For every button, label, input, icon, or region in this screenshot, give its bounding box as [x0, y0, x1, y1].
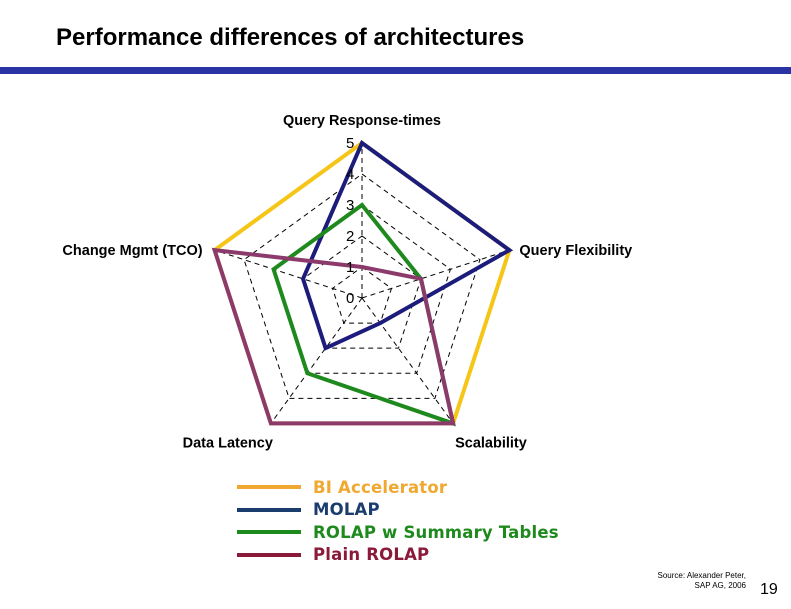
page-number: 19	[760, 581, 778, 598]
axis-label-change-mgmt: Change Mgmt (TCO)	[62, 243, 202, 259]
legend-item-bi-accelerator: BI Accelerator	[237, 476, 559, 499]
legend-swatch	[237, 552, 301, 557]
slide-title: Performance differences of architectures	[56, 24, 525, 51]
legend-swatch	[237, 530, 301, 535]
tick-label: 1	[346, 259, 354, 276]
series-rolap-summary	[271, 202, 456, 427]
axis-label-scalability: Scalability	[455, 435, 527, 451]
axis-label-query-response-times: Query Response-times	[283, 113, 441, 129]
radar-tick-labels: 0 1 2 3 4 5	[346, 135, 354, 307]
tick-label: 4	[346, 166, 354, 183]
legend-swatch	[237, 485, 301, 490]
title-rule	[0, 67, 791, 74]
legend-item-molap: MOLAP	[237, 499, 559, 522]
legend-label: ROLAP w Summary Tables	[313, 522, 559, 542]
legend-label: BI Accelerator	[313, 477, 448, 497]
grid-spoke	[361, 297, 454, 424]
series-molap	[300, 139, 514, 351]
tick-label: 2	[346, 228, 354, 245]
grid-ring-3	[272, 204, 452, 374]
grid-spoke	[214, 249, 363, 299]
axis-label-data-latency: Data Latency	[183, 435, 273, 451]
legend-label: MOLAP	[313, 500, 380, 520]
chart-legend: BI Accelerator MOLAP ROLAP w Summary Tab…	[237, 476, 559, 566]
legend-item-rolap-summary: ROLAP w Summary Tables	[237, 521, 559, 544]
tick-label: 0	[346, 290, 354, 307]
tick-label: 3	[346, 197, 354, 214]
radar-axis-labels: Query Response-times Query Flexibility Sca…	[62, 113, 632, 451]
grid-spoke	[361, 249, 510, 299]
legend-swatch	[237, 507, 301, 512]
legend-label: Plain ROLAP	[313, 545, 430, 565]
radar-series	[211, 139, 514, 427]
grid-ring-1	[331, 266, 393, 324]
series-plain-rolap	[211, 247, 456, 426]
grid-ring-2	[302, 235, 422, 349]
tick-label: 5	[346, 135, 354, 152]
source-note: Source: Alexander Peter, SAP AG, 2006	[657, 571, 747, 590]
grid-spoke	[270, 297, 363, 424]
axis-label-query-flexibility: Query Flexibility	[519, 243, 632, 259]
legend-item-plain-rolap: Plain ROLAP	[237, 544, 559, 567]
grid-ring-4	[243, 173, 481, 399]
